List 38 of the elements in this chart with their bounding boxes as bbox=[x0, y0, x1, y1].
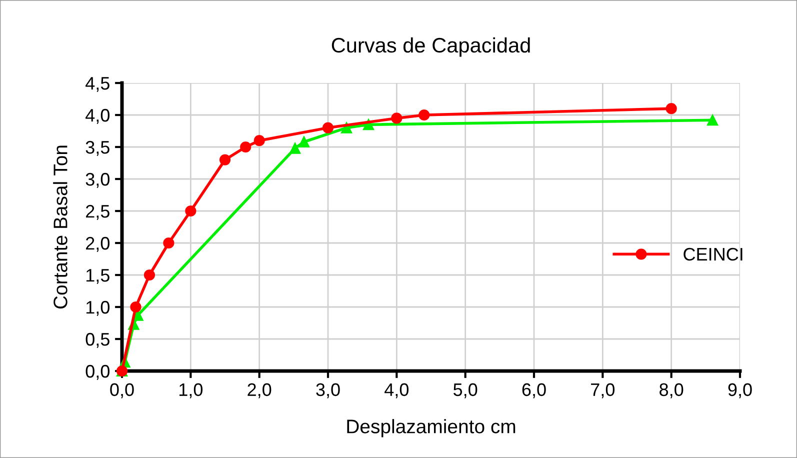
point bbox=[322, 122, 334, 134]
point bbox=[289, 142, 301, 154]
point bbox=[130, 301, 142, 313]
point bbox=[219, 154, 231, 166]
y-tick-label: 1,5 bbox=[86, 269, 110, 284]
point bbox=[666, 103, 677, 114]
x-tick-label: 4,0 bbox=[384, 383, 409, 398]
y-tick-label: 3,0 bbox=[86, 172, 110, 188]
x-tick-label: 9,0 bbox=[728, 383, 752, 398]
point bbox=[391, 112, 402, 124]
chart-title: Curvas de Capacidad bbox=[332, 37, 530, 57]
y-tick-label: 4,0 bbox=[86, 108, 110, 124]
y-tick-label: 3,5 bbox=[86, 140, 110, 156]
point bbox=[240, 141, 252, 153]
x-tick-label: 2,0 bbox=[248, 383, 272, 398]
y-tick-label: 0,0 bbox=[86, 364, 110, 380]
x-tick-label: 1,0 bbox=[179, 383, 203, 398]
point bbox=[298, 136, 310, 148]
point bbox=[418, 109, 430, 121]
y-tick-label: 2,0 bbox=[86, 236, 110, 252]
x-tick-label: 5,0 bbox=[454, 383, 478, 398]
x-tick-label: 8,0 bbox=[660, 383, 684, 398]
x-tick-label: 0,0 bbox=[110, 383, 134, 398]
point bbox=[185, 205, 196, 217]
point bbox=[254, 135, 265, 146]
legend-label: CEINCI bbox=[684, 248, 742, 261]
x-tick-label: 6,0 bbox=[522, 383, 546, 398]
y-axis-title: Cortante Basal Ton bbox=[53, 146, 68, 309]
y-tick-label: 1,0 bbox=[86, 300, 110, 316]
x-tick-label: 7,0 bbox=[591, 383, 615, 398]
point bbox=[144, 269, 156, 281]
x-axis-title: Desplazamiento cm bbox=[347, 419, 516, 438]
x-tick-label: 3,0 bbox=[316, 383, 340, 398]
y-tick-label: 2,5 bbox=[86, 204, 110, 220]
y-tick-label: 0,5 bbox=[86, 332, 110, 348]
point bbox=[706, 114, 718, 126]
point bbox=[163, 237, 174, 249]
y-tick-label: 4,5 bbox=[86, 77, 110, 92]
